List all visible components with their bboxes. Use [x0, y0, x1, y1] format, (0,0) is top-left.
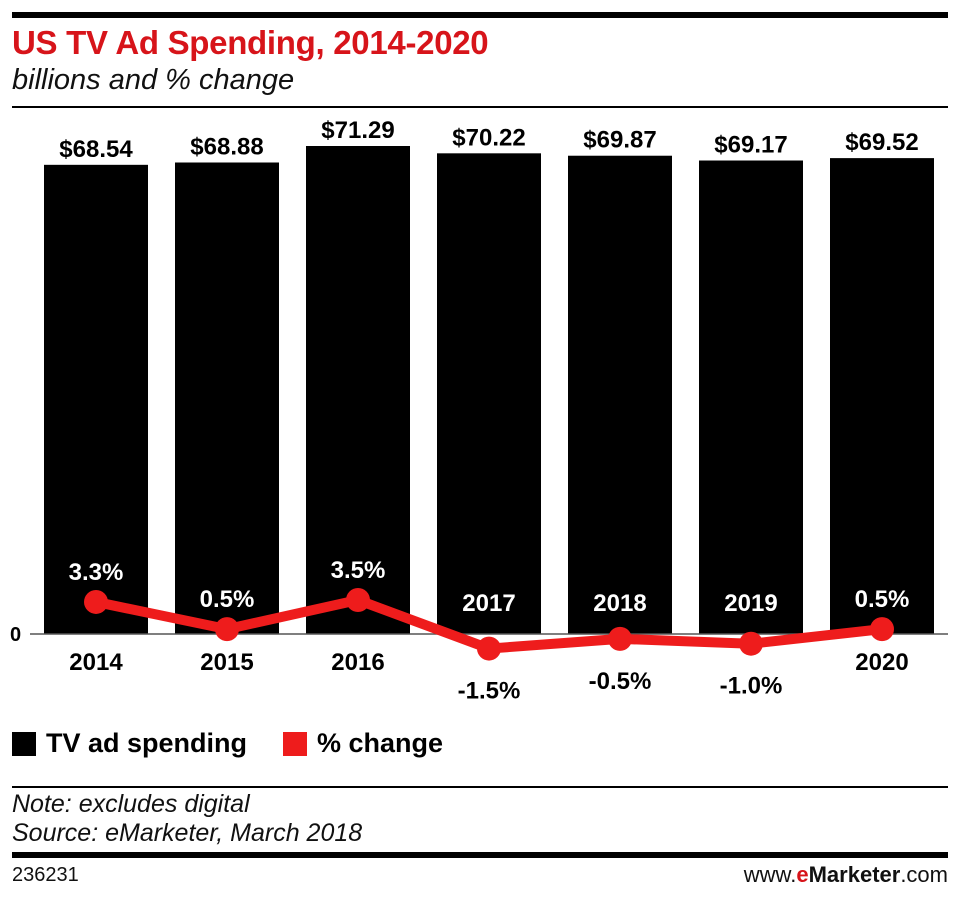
pct-change-label: 0.5% [855, 586, 910, 613]
bar-value-label: $69.87 [583, 127, 656, 154]
pct-change-label: -1.0% [720, 673, 783, 700]
bar-value-label: $68.88 [190, 133, 263, 160]
top-rule [12, 12, 948, 18]
legend-item-pct-change: % change [283, 728, 443, 759]
legend-swatch-black [12, 731, 36, 756]
chart-subtitle: billions and % change [12, 64, 295, 96]
chart-id: 236231 [12, 864, 79, 886]
pct-change-point-2016 [346, 588, 370, 612]
pct-change-label: 3.3% [69, 559, 124, 586]
legend-label: % change [317, 728, 444, 758]
bar-2014 [44, 164, 148, 634]
year-label: 2016 [331, 649, 384, 676]
bottom-rule [12, 852, 948, 858]
bar-value-label: $69.52 [845, 129, 918, 156]
chart-title: US TV Ad Spending, 2014-2020 [12, 24, 489, 61]
pct-change-point-2014 [84, 589, 108, 614]
bar-2019 [699, 160, 803, 634]
brand-e: e [796, 862, 809, 887]
brand-logo[interactable]: www.eMarketer.com [744, 862, 948, 888]
legend-swatch-red [283, 731, 308, 756]
bar-2020 [830, 158, 934, 634]
pct-change-label: 0.5% [200, 586, 255, 613]
pct-change-point-2020 [870, 617, 894, 642]
bar-2015 [175, 162, 279, 634]
brand-suffix: .com [900, 862, 948, 887]
year-label: 2017 [462, 590, 515, 617]
bar-value-label: $68.54 [59, 136, 133, 163]
header-divider [12, 106, 948, 108]
pct-change-label: 3.5% [331, 557, 386, 584]
bar-2018 [568, 155, 672, 634]
bar-2017 [437, 153, 541, 634]
pct-change-point-2019 [739, 631, 763, 656]
bar-value-label: $71.29 [321, 117, 394, 144]
legend-label: TV ad spending [46, 728, 248, 758]
note-text: Note: excludes digital [12, 790, 250, 818]
pct-change-label: -0.5% [589, 668, 652, 695]
footer-divider [12, 786, 948, 788]
year-label: 2014 [69, 649, 123, 676]
legend-item-tv-spending: TV ad spending [12, 728, 247, 759]
year-label: 2020 [855, 649, 908, 676]
bar-value-label: $69.17 [714, 132, 787, 159]
pct-change-point-2015 [215, 617, 239, 642]
zero-axis-label: 0 [10, 624, 21, 646]
year-label: 2019 [724, 590, 777, 617]
bars-layer [44, 146, 934, 634]
chart-plot: 0 $68.54 $68.88$71.29 $70.22 $69.87 $69.17 $6… [10, 117, 948, 705]
year-label: 2018 [593, 590, 646, 617]
labels-layer: $68.54 $68.88 $71.29 $70.22 $69.87 $69.17 $69.… [59, 117, 918, 705]
pct-change-point-2018 [608, 626, 632, 651]
pct-change-layer [84, 588, 894, 661]
pct-change-label: -1.5% [458, 678, 521, 705]
pct-change-point-2017 [477, 636, 501, 661]
brand-name: Marketer [808, 862, 901, 887]
brand-prefix: www. [743, 862, 797, 887]
source-text: Source: eMarketer, March 2018 [12, 819, 363, 847]
legend: TV ad spending % change [12, 728, 479, 759]
bar-2016 [306, 146, 410, 634]
year-label: 2015 [200, 649, 253, 676]
bar-value-label: $70.22 [452, 124, 525, 151]
